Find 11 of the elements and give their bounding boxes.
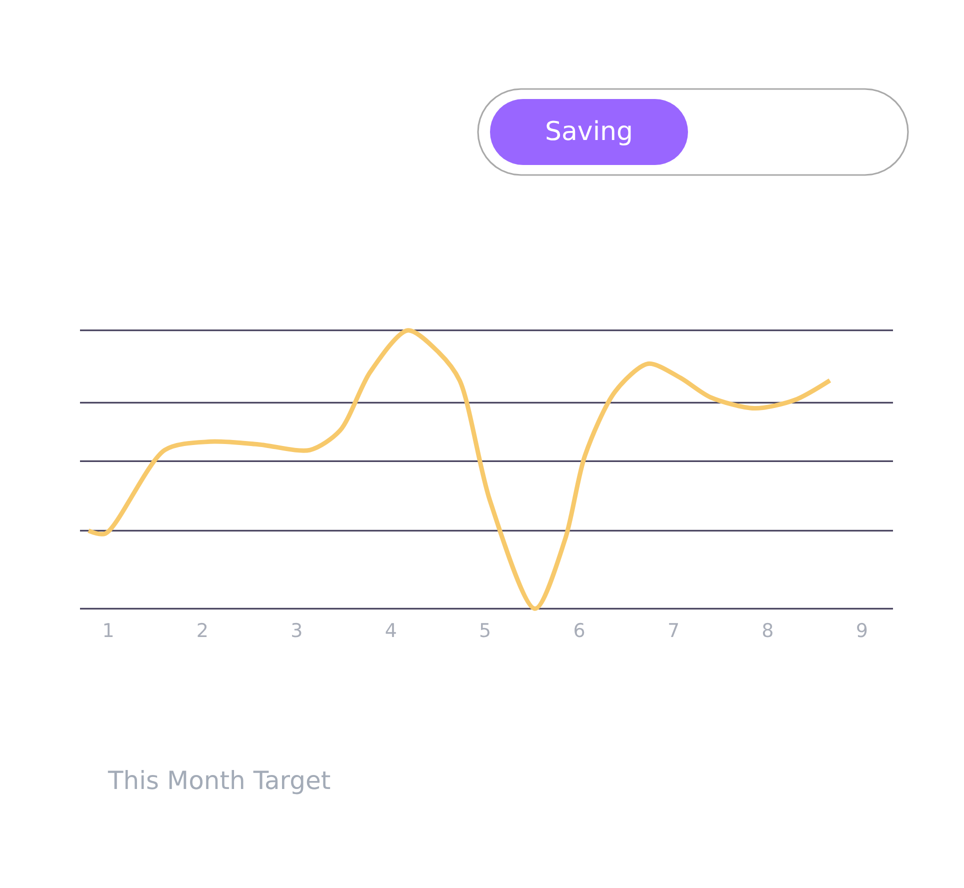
x-tick-label: 9 xyxy=(856,620,868,642)
x-tick-label: 2 xyxy=(196,620,209,642)
x-tick-label: 3 xyxy=(290,620,303,642)
x-tick-label: 6 xyxy=(573,620,586,642)
x-tick-label: 4 xyxy=(384,620,397,642)
text: This Month Target xyxy=(107,766,331,795)
chart-title: Saving xyxy=(545,117,634,147)
x-tick-label: 1 xyxy=(102,620,114,642)
x-tick-label: 8 xyxy=(762,620,774,642)
x-tick-label: 7 xyxy=(667,620,680,642)
x-tick-label: 5 xyxy=(479,620,492,642)
